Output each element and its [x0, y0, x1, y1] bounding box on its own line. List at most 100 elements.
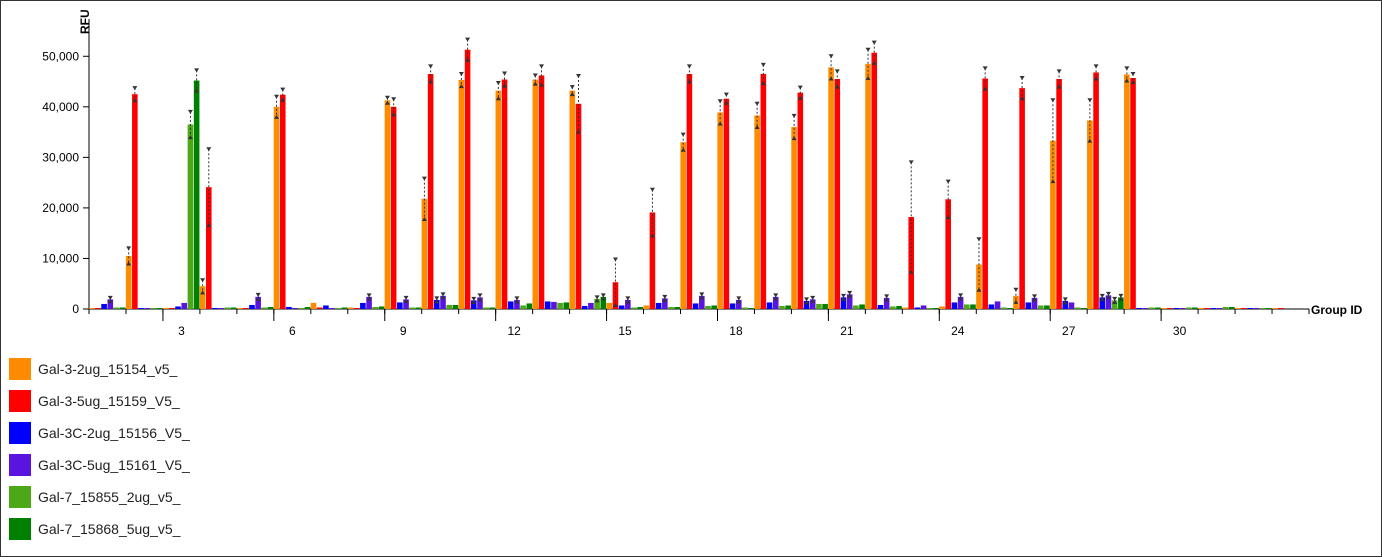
bar — [668, 306, 674, 309]
bar — [452, 304, 459, 309]
error-cap-bottom — [945, 215, 951, 220]
x-tick-label: 18 — [729, 324, 743, 338]
bar — [304, 306, 311, 309]
bar — [791, 127, 797, 309]
error-cap-bottom — [428, 79, 434, 84]
x-tick-label: 21 — [840, 324, 854, 338]
bar — [581, 305, 588, 309]
legend-item[interactable]: Gal-7_15855_2ug_v5_ — [9, 486, 190, 508]
error-cap-bottom — [1056, 84, 1062, 89]
bar — [803, 300, 810, 309]
bar — [501, 79, 508, 309]
error-cap-bottom — [187, 135, 193, 140]
legend-label: Gal-7_15868_5ug_v5_ — [38, 521, 181, 537]
bar — [261, 307, 268, 309]
bar — [298, 307, 305, 309]
error-cap-bottom — [280, 97, 286, 102]
error-cap-top — [662, 294, 668, 299]
bar — [507, 301, 514, 309]
error-cap-top — [625, 296, 631, 301]
error-cap-bottom — [132, 98, 138, 103]
bar — [1179, 308, 1186, 309]
bar — [1222, 306, 1229, 309]
legend-swatch — [9, 454, 31, 476]
bar — [988, 304, 995, 309]
error-cap-top — [366, 293, 372, 298]
legend-item[interactable]: Gal-3-5ug_15159_V5_ — [9, 390, 190, 412]
bar — [489, 307, 496, 309]
bar — [212, 307, 218, 309]
bar — [1210, 308, 1216, 309]
x-tick-label: 12 — [507, 324, 521, 338]
bar — [415, 307, 422, 309]
error-cap-top — [760, 62, 766, 67]
bar — [316, 307, 323, 309]
error-cap-bottom — [1112, 299, 1118, 304]
error-cap-top — [280, 87, 286, 92]
bar — [637, 306, 644, 309]
bar — [1074, 307, 1081, 309]
bar — [409, 307, 416, 309]
error-cap-bottom — [840, 296, 846, 301]
error-cap-bottom — [1093, 76, 1099, 81]
error-cap-bottom — [495, 96, 501, 101]
error-cap-bottom — [465, 57, 471, 62]
bar — [828, 67, 834, 309]
bar — [1265, 307, 1272, 309]
error-cap-top — [754, 101, 760, 106]
bar — [717, 112, 723, 310]
legend-label: Gal-3C-5ug_15161_V5_ — [38, 457, 190, 473]
error-cap-bottom — [865, 76, 871, 81]
bar — [920, 305, 927, 309]
error-cap-top — [871, 40, 877, 45]
bar — [323, 305, 329, 309]
error-cap-top — [107, 295, 113, 300]
bar — [939, 306, 945, 309]
bar — [292, 307, 298, 309]
bar — [779, 305, 785, 309]
y-tick-label: 50,000 — [42, 49, 79, 63]
bar — [1234, 307, 1241, 309]
bar — [840, 297, 847, 309]
bar — [914, 307, 921, 309]
error-cap-top — [1118, 293, 1124, 298]
error-cap-top — [791, 113, 797, 118]
error-cap-bottom — [477, 297, 483, 302]
error-cap-bottom — [884, 297, 890, 302]
bar — [458, 80, 465, 310]
bar — [1044, 305, 1050, 309]
bar — [625, 299, 631, 309]
bar — [699, 295, 705, 309]
error-cap-top — [1099, 293, 1105, 298]
error-cap-bottom — [1032, 297, 1038, 302]
error-cap-bottom — [871, 60, 877, 65]
legend-item[interactable]: Gal-7_15868_5ug_v5_ — [9, 518, 190, 540]
legend-label: Gal-7_15855_2ug_v5_ — [38, 489, 181, 505]
bar — [631, 307, 637, 309]
bar — [267, 306, 274, 309]
error-cap-bottom — [514, 299, 520, 304]
error-cap-top — [908, 160, 914, 165]
error-cap-bottom — [797, 95, 803, 100]
bar — [748, 307, 754, 309]
bar — [95, 307, 101, 309]
bar — [551, 301, 557, 309]
error-cap-top — [1093, 64, 1099, 69]
error-cap-bottom — [847, 293, 853, 298]
error-cap-bottom — [421, 217, 427, 222]
error-cap-top — [945, 179, 951, 184]
bar — [1019, 88, 1025, 309]
legend-item[interactable]: Gal-3C-5ug_15161_V5_ — [9, 454, 190, 476]
bar — [600, 296, 607, 309]
error-cap-top — [723, 92, 729, 97]
error-cap-top — [384, 95, 390, 100]
bar — [329, 307, 335, 309]
bar — [760, 73, 767, 309]
bar — [125, 255, 132, 309]
legend-item[interactable]: Gal-3-2ug_15154_v5_ — [9, 358, 190, 380]
legend: Gal-3-2ug_15154_v5_ Gal-3-5ug_15159_V5_ Ga… — [9, 358, 190, 550]
bar — [594, 298, 600, 309]
error-cap-bottom — [440, 295, 446, 300]
bar — [1197, 307, 1204, 309]
legend-item[interactable]: Gal-3C-2ug_15156_V5_ — [9, 422, 190, 444]
